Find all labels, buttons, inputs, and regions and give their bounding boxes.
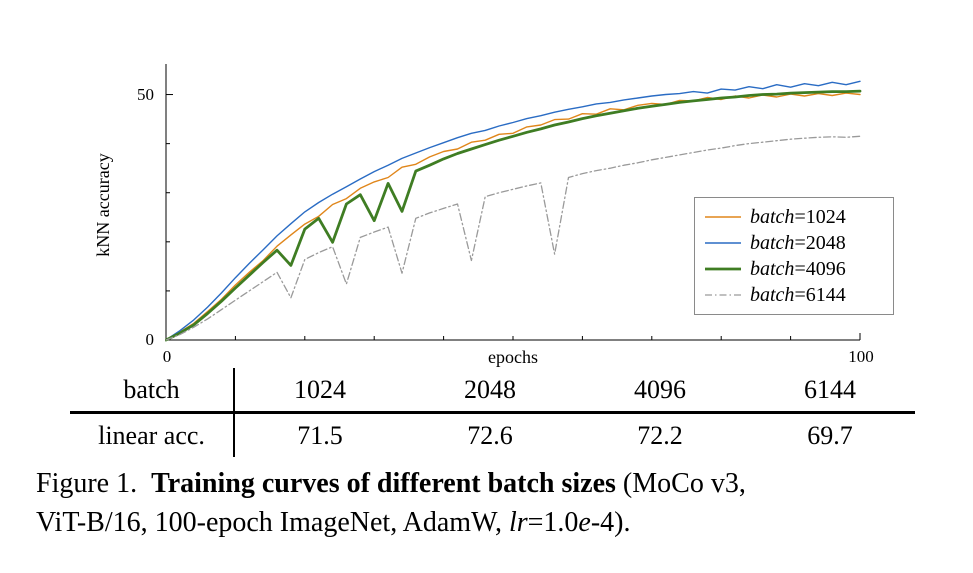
x-tick-label-0: 0 — [162, 347, 172, 366]
table-cell-acc-4096: 72.2 — [575, 411, 745, 457]
table-cell-acc-2048: 72.6 — [405, 411, 575, 457]
table-cell-acc-6144: 69.7 — [745, 411, 915, 457]
caption-segment: =1.0 — [527, 507, 579, 538]
series-line-batch-6144 — [165, 135, 861, 341]
legend-entry-batch-6144: batch=6144 — [695, 282, 893, 308]
legend-label: batch=1024 — [750, 205, 846, 228]
legend-entry-batch-4096: batch=4096 — [695, 256, 893, 282]
legend-entry-batch-2048: batch=2048 — [695, 230, 893, 256]
table-cell-batch-2048: 2048 — [464, 374, 516, 404]
y-axis-label: kNN accuracy — [93, 153, 113, 257]
y-tick-label-0: 0 — [145, 330, 155, 349]
series-line-batch-4096 — [165, 89, 862, 342]
caption-segment: (MoCo v3, ViT-B/16, 100-epoch ImageNet, … — [36, 468, 746, 538]
figure-caption: Figure 1. Training curves of different b… — [36, 464, 954, 542]
table-row-header-batch: batch — [70, 368, 235, 411]
legend-line-sample — [705, 294, 741, 296]
legend-label: batch=4096 — [750, 257, 846, 280]
x-tick-label-100: 100 — [848, 347, 874, 366]
table-cell-batch-1024: 1024 — [294, 374, 346, 404]
caption-segment: -4). — [590, 507, 631, 538]
caption-segment: Figure 1. — [36, 468, 152, 499]
series-line-batch-2048 — [165, 80, 861, 341]
legend-entry-batch-1024: batch=1024 — [695, 204, 893, 230]
caption-segment: lr — [508, 507, 528, 538]
results-table: batch 1024 2048 4096 6144 linear acc. 71… — [70, 368, 915, 457]
caption-segment: Training curves of different batch sizes — [151, 468, 616, 499]
table-row-header-linear-acc: linear acc. — [70, 411, 235, 457]
legend-line-sample — [705, 216, 741, 218]
x-axis-label: epochs — [488, 347, 538, 367]
legend-line-sample — [705, 267, 741, 271]
legend-label: batch=2048 — [750, 231, 846, 254]
legend-line-sample — [705, 242, 741, 244]
legend-label: batch=6144 — [750, 283, 846, 306]
caption-segment: e — [578, 507, 591, 538]
table-cell-batch-4096: 4096 — [634, 374, 686, 404]
plot-area — [165, 64, 862, 342]
table-cell-acc-1024: 71.5 — [235, 411, 405, 457]
y-tick-label-50: 50 — [137, 85, 154, 104]
legend: batch=1024 batch=2048 batch=4096 batch=6144 — [694, 197, 894, 315]
table-cell-batch-6144: 6144 — [804, 374, 856, 404]
